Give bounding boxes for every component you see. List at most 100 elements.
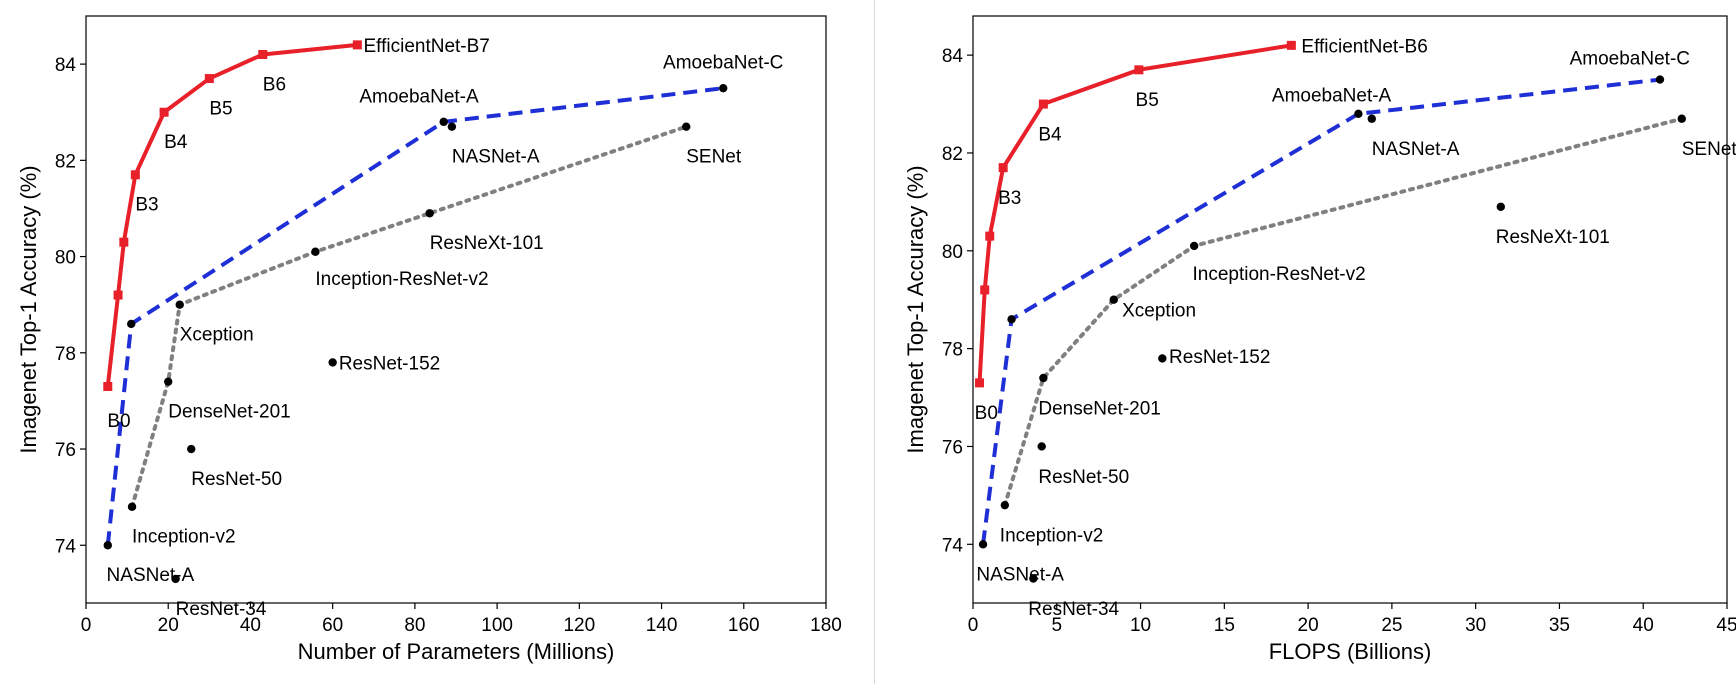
chart-0-point-label: AmoebaNet-A bbox=[359, 86, 479, 107]
params-chart-panel: 0 20 40 60 80 100 120 140 160 180 74 76 78 80 82 84 Numb… bbox=[0, 0, 868, 684]
chart-0-point-label: ResNet-152 bbox=[339, 353, 440, 374]
chart-0-dot-marker bbox=[682, 122, 691, 131]
chart-0-square-marker bbox=[352, 40, 362, 50]
chart-0-x-axis-label: Number of Parameters (Millions) bbox=[298, 639, 615, 664]
chart-1-point-label: B5 bbox=[1136, 90, 1159, 111]
chart-1-y-tick-label: 80 bbox=[942, 242, 963, 263]
chart-0-x-tick-label: 160 bbox=[728, 615, 760, 636]
chart-1-dot-marker bbox=[1367, 114, 1376, 123]
chart-1-point-label: AmoebaNet-A bbox=[1272, 85, 1392, 106]
flops-accuracy-chart: 0 5 10 15 20 25 30 35 40 45 74 76 78 80 82 84 FLOPS (Bil… bbox=[903, 15, 1736, 664]
chart-1-point-label: B4 bbox=[1038, 124, 1062, 145]
chart-1-dot-marker bbox=[1029, 574, 1038, 583]
chart-1-series-line-dashed bbox=[981, 77, 1661, 545]
chart-0-dot-marker bbox=[127, 502, 137, 511]
chart-1-square-marker bbox=[998, 163, 1008, 173]
chart-0-x-tick-label: 60 bbox=[322, 615, 343, 636]
chart-0-y-tick-label: 76 bbox=[55, 440, 76, 461]
chart-0-point-label: ResNeXt-101 bbox=[430, 233, 544, 254]
chart-1-x-tick-label: 35 bbox=[1549, 615, 1570, 636]
chart-1-square-marker bbox=[975, 378, 985, 388]
chart-0-point-label: DenseNet-201 bbox=[168, 402, 291, 423]
chart-1-x-tick-label: 30 bbox=[1465, 615, 1486, 636]
chart-0-dot-marker bbox=[425, 209, 434, 218]
chart-0-point-label: SENet bbox=[686, 147, 742, 168]
chart-0-x-tick-label: 120 bbox=[563, 615, 595, 636]
chart-0-series-line-solid bbox=[105, 42, 358, 387]
chart-1-dot-marker bbox=[1109, 295, 1118, 304]
chart-1-point-label: NASNet-A bbox=[976, 565, 1064, 586]
chart-0-dot-marker bbox=[171, 574, 180, 584]
chart-1-point-label: EfficientNet-B6 bbox=[1301, 36, 1427, 57]
chart-0-dot-marker bbox=[328, 358, 337, 367]
chart-1-square-marker bbox=[1134, 65, 1144, 75]
chart-0-y-tick-label: 78 bbox=[55, 344, 76, 365]
chart-0-point-label: B4 bbox=[164, 132, 188, 153]
chart-0-dot-marker bbox=[447, 122, 457, 131]
chart-1-x-tick-label: 0 bbox=[968, 615, 979, 636]
chart-1-dot-marker bbox=[1189, 241, 1199, 251]
chart-1-square-marker bbox=[985, 231, 995, 241]
chart-1-point-label: ResNeXt-101 bbox=[1496, 227, 1610, 248]
chart-0-dot-marker bbox=[164, 377, 173, 386]
chart-0-square-marker bbox=[130, 170, 140, 180]
chart-1-x-tick-label: 15 bbox=[1214, 615, 1235, 636]
chart-0-point-label: NASNet-A bbox=[107, 565, 195, 586]
chart-0-x-tick-label: 20 bbox=[158, 615, 179, 636]
chart-1-point-label: ResNet-50 bbox=[1038, 467, 1129, 488]
chart-0-point-label: AmoebaNet-C bbox=[663, 53, 783, 74]
chart-1-dot-marker bbox=[1677, 114, 1686, 123]
params-accuracy-chart: 0 20 40 60 80 100 120 140 160 180 74 76 78 80 82 84 Numb… bbox=[16, 15, 842, 664]
chart-0-dot-marker bbox=[719, 83, 728, 93]
chart-1-square-marker bbox=[1286, 40, 1296, 50]
chart-1-dot-marker bbox=[978, 540, 988, 549]
chart-0-plot-frame bbox=[85, 15, 827, 604]
chart-1-y-tick-label: 82 bbox=[942, 144, 963, 165]
chart-1-dot-marker bbox=[1655, 75, 1665, 84]
chart-0-dot-marker bbox=[127, 319, 136, 329]
chart-1-point-label: AmoebaNet-C bbox=[1570, 49, 1690, 70]
flops-chart-panel: 0 5 10 15 20 25 30 35 40 45 74 76 78 80 82 84 FLOPS (Bil… bbox=[868, 0, 1736, 684]
chart-1-dot-marker bbox=[1354, 109, 1363, 119]
chart-0-x-tick-label: 0 bbox=[81, 615, 92, 636]
chart-0-x-tick-label: 80 bbox=[404, 615, 425, 636]
chart-1-point-label: Inception-v2 bbox=[1000, 526, 1104, 547]
chart-0-dot-marker bbox=[103, 541, 112, 550]
chart-1-point-label: B0 bbox=[975, 403, 998, 424]
chart-0-dot-marker bbox=[439, 117, 448, 127]
chart-0-x-tick-label: 100 bbox=[481, 615, 513, 636]
chart-1-dot-marker bbox=[1039, 373, 1048, 383]
chart-1-x-axis-label: FLOPS (Billions) bbox=[1269, 639, 1432, 664]
chart-1-point-label: Xception bbox=[1122, 301, 1196, 322]
chart-1-dot-marker bbox=[1496, 202, 1505, 211]
chart-1-point-label: NASNet-A bbox=[1372, 139, 1460, 160]
chart-0-point-label: B0 bbox=[107, 411, 130, 432]
chart-0-y-tick-label: 80 bbox=[55, 248, 76, 269]
chart-0-point-label: Inception-ResNet-v2 bbox=[315, 269, 488, 290]
chart-0-point-label: EfficientNet-B7 bbox=[364, 36, 490, 57]
chart-0-dot-marker bbox=[187, 444, 196, 454]
chart-1-y-tick-label: 84 bbox=[942, 46, 964, 67]
chart-0-x-tick-label: 40 bbox=[240, 615, 261, 636]
panel-divider bbox=[874, 0, 875, 684]
chart-1-series-line-dotted bbox=[1002, 116, 1684, 508]
chart-1-x-tick-label: 10 bbox=[1130, 615, 1151, 636]
chart-0-series-line-dashed bbox=[105, 86, 724, 546]
chart-1-point-label: ResNet-34 bbox=[1028, 599, 1119, 620]
chart-1-dot-marker bbox=[1000, 500, 1010, 510]
chart-0-point-label: ResNet-50 bbox=[191, 469, 282, 490]
chart-1-y-tick-label: 74 bbox=[942, 535, 964, 556]
chart-0-series-line-dotted bbox=[130, 124, 689, 509]
chart-0-y-tick-label: 84 bbox=[55, 55, 77, 76]
chart-0-y-axis-label: Imagenet Top-1 Accuracy (%) bbox=[16, 165, 41, 453]
chart-0-y-tick-label: 82 bbox=[55, 151, 76, 172]
chart-1-point-label: Inception-ResNet-v2 bbox=[1192, 264, 1365, 285]
chart-0-y-tick-label: 74 bbox=[55, 536, 77, 557]
chart-1-x-tick-label: 45 bbox=[1716, 615, 1736, 636]
chart-1-x-tick-label: 40 bbox=[1633, 615, 1654, 636]
chart-1-x-tick-label: 5 bbox=[1051, 615, 1062, 636]
chart-0-dot-marker bbox=[175, 300, 184, 309]
chart-0-square-marker bbox=[159, 107, 169, 117]
chart-1-y-axis-label: Imagenet Top-1 Accuracy (%) bbox=[903, 165, 928, 453]
chart-0-point-label: B6 bbox=[263, 74, 286, 95]
